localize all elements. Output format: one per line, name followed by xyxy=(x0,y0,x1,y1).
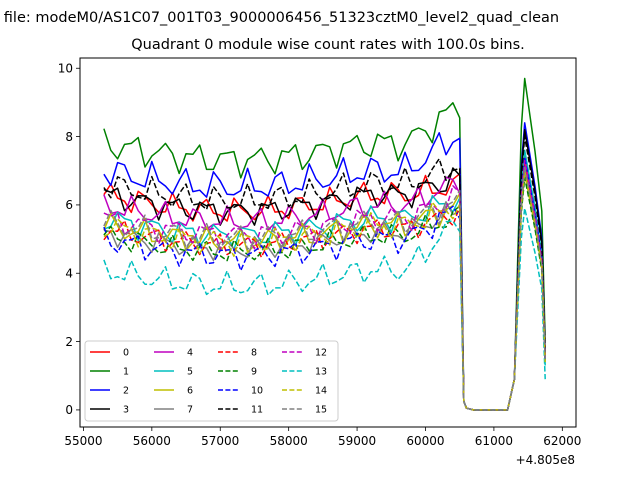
y-tick-label: 2 xyxy=(65,335,73,349)
axes-frame xyxy=(79,57,577,428)
series-line-8 xyxy=(103,163,546,411)
y-tick-label: 10 xyxy=(58,62,73,76)
legend-label-14: 14 xyxy=(315,386,327,397)
x-tick-label: 60000 xyxy=(406,434,444,448)
legend-label-9: 9 xyxy=(251,367,257,378)
legend-label-4: 4 xyxy=(187,348,193,359)
x-tick-label: 62000 xyxy=(543,434,581,448)
series-line-13 xyxy=(103,207,546,411)
legend-label-15: 15 xyxy=(315,405,327,416)
y-tick-label: 0 xyxy=(65,403,73,417)
plot-area xyxy=(79,57,577,428)
x-tick-label: 58000 xyxy=(270,434,308,448)
series-line-15 xyxy=(103,166,546,411)
y-tick-label: 8 xyxy=(65,130,73,144)
y-axis: 0 2 4 6 8 10 xyxy=(58,62,80,417)
x-tick-label: 56000 xyxy=(133,434,171,448)
x-tick-label: 59000 xyxy=(338,434,376,448)
legend-label-10: 10 xyxy=(251,386,263,397)
legend-label-13: 13 xyxy=(315,367,327,378)
legend-label-8: 8 xyxy=(251,348,257,359)
x-offset-label: +4.805e8 xyxy=(516,453,575,467)
x-tick-label: 61000 xyxy=(475,434,513,448)
legend-label-5: 5 xyxy=(187,367,193,378)
x-tick-label: 55000 xyxy=(64,434,102,448)
legend-label-1: 1 xyxy=(123,367,129,378)
x-axis: 55000 56000 57000 58000 59000 60000 61000 62000 xyxy=(64,427,581,448)
y-tick-label: 6 xyxy=(65,198,73,212)
chart-title: Quadrant 0 module wise count rates with … xyxy=(131,37,525,53)
legend-label-7: 7 xyxy=(187,405,193,416)
x-tick-label: 57000 xyxy=(201,434,239,448)
legend-box xyxy=(84,340,339,422)
series-layer xyxy=(103,77,546,411)
legend-label-12: 12 xyxy=(315,348,327,359)
legend-label-6: 6 xyxy=(187,386,193,397)
legend-label-2: 2 xyxy=(123,386,129,397)
legend-label-3: 3 xyxy=(123,405,129,416)
legend-label-11: 11 xyxy=(251,405,263,416)
y-tick-label: 4 xyxy=(65,267,73,281)
figure-suptitle: n file: modeM0/AS1C07_001T03_9000006456_… xyxy=(0,10,559,26)
legend-label-0: 0 xyxy=(123,348,129,359)
